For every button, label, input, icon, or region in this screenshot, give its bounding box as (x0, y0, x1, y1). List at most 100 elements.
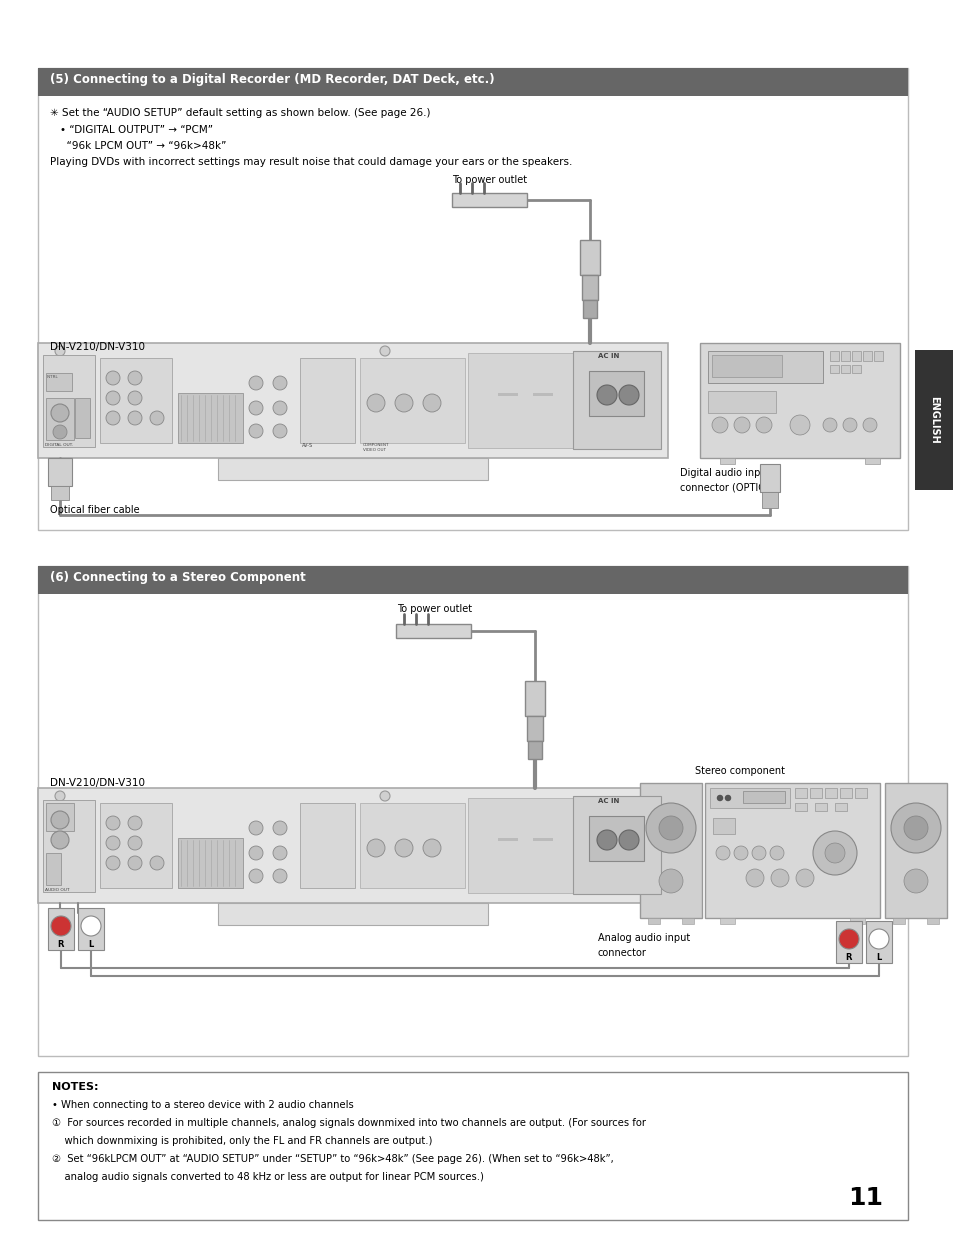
Bar (299, 358, 355, 443)
Text: NOTES:: NOTES: (52, 1082, 98, 1092)
Text: DIGITAL OUT.: DIGITAL OUT. (45, 443, 73, 447)
Circle shape (106, 816, 120, 830)
Bar (824, 788, 836, 798)
Text: ENGLISH: ENGLISH (928, 396, 938, 443)
Bar (526, 716, 542, 741)
Circle shape (733, 846, 747, 860)
Bar (38, 68, 907, 96)
Bar (892, 918, 904, 924)
Bar (38, 1072, 907, 1220)
Circle shape (273, 869, 287, 883)
Bar (711, 354, 781, 377)
Text: Stereo component: Stereo component (695, 766, 784, 776)
Text: 11: 11 (847, 1186, 882, 1210)
Circle shape (55, 790, 65, 802)
Text: “96k LPCM OUT” → “96k>48k”: “96k LPCM OUT” → “96k>48k” (60, 141, 226, 151)
Circle shape (106, 391, 120, 405)
Circle shape (106, 411, 120, 425)
Bar (829, 366, 838, 373)
Text: ✳ Set the “AUDIO SETUP” default setting as shown below. (See page 26.): ✳ Set the “AUDIO SETUP” default setting … (50, 107, 430, 119)
Bar (38, 343, 667, 458)
Bar (100, 803, 172, 888)
Circle shape (249, 401, 263, 415)
Bar (760, 464, 780, 492)
Text: To power outlet: To power outlet (452, 175, 527, 185)
Circle shape (724, 795, 730, 802)
Bar (681, 918, 693, 924)
Circle shape (751, 846, 765, 860)
Bar (395, 624, 471, 638)
Text: VIDEO OUT: VIDEO OUT (363, 448, 386, 452)
Circle shape (795, 869, 813, 887)
Circle shape (597, 830, 617, 850)
Bar (862, 351, 871, 361)
Circle shape (273, 424, 287, 438)
Text: L: L (876, 953, 881, 962)
Text: (6) Connecting to a Stereo Component: (6) Connecting to a Stereo Component (50, 571, 305, 584)
Bar (359, 803, 464, 888)
Bar (78, 908, 104, 950)
Bar (218, 458, 488, 480)
Bar (38, 566, 907, 594)
Bar (851, 366, 861, 373)
Circle shape (128, 836, 142, 850)
Bar (841, 351, 849, 361)
Bar (43, 354, 95, 447)
Circle shape (128, 856, 142, 869)
Bar (926, 918, 938, 924)
Circle shape (716, 846, 729, 860)
Bar (794, 803, 806, 811)
Text: which downmixing is prohibited, only the FL and FR channels are output.): which downmixing is prohibited, only the… (52, 1136, 432, 1146)
Bar (299, 803, 355, 888)
Text: AC IN: AC IN (598, 798, 618, 804)
Circle shape (838, 929, 858, 948)
Bar (707, 391, 775, 412)
Bar (588, 370, 643, 416)
Text: R: R (58, 940, 64, 948)
Text: ②  Set “96kLPCM OUT” at “AUDIO SETUP” under “SETUP” to “96k>48k” (See page 26). : ② Set “96kLPCM OUT” at “AUDIO SETUP” und… (52, 1153, 613, 1165)
Text: AUDIO OUT: AUDIO OUT (45, 888, 70, 892)
Circle shape (367, 394, 385, 412)
Bar (46, 398, 74, 440)
Circle shape (51, 811, 69, 829)
Circle shape (645, 803, 696, 853)
Bar (873, 351, 882, 361)
Bar (46, 853, 61, 885)
Text: • “DIGITAL OUTPUT” → “PCM”: • “DIGITAL OUTPUT” → “PCM” (60, 125, 213, 135)
Bar (581, 275, 598, 300)
Circle shape (711, 417, 727, 433)
Bar (468, 798, 598, 893)
Circle shape (51, 404, 69, 422)
Circle shape (618, 830, 639, 850)
Circle shape (51, 831, 69, 848)
Bar (720, 458, 734, 464)
Bar (854, 788, 866, 798)
Circle shape (53, 425, 67, 438)
Circle shape (51, 916, 71, 936)
Bar (527, 741, 541, 760)
Circle shape (659, 869, 682, 893)
Bar (38, 566, 907, 1056)
Bar (359, 358, 464, 443)
Circle shape (249, 846, 263, 860)
Circle shape (273, 401, 287, 415)
Bar (914, 350, 952, 490)
Bar (533, 393, 553, 396)
Bar (100, 358, 172, 443)
Bar (588, 816, 643, 861)
Bar (533, 839, 553, 841)
Text: (5) Connecting to a Digital Recorder (MD Recorder, DAT Deck, etc.): (5) Connecting to a Digital Recorder (MD… (50, 73, 494, 86)
Circle shape (903, 869, 927, 893)
Text: AC IN: AC IN (598, 353, 618, 359)
Bar (573, 351, 660, 450)
Text: • When connecting to a stereo device with 2 audio channels: • When connecting to a stereo device wit… (52, 1100, 354, 1110)
Bar (497, 839, 517, 841)
Circle shape (618, 385, 639, 405)
Circle shape (770, 869, 788, 887)
Circle shape (128, 411, 142, 425)
Circle shape (379, 346, 390, 356)
Bar (841, 366, 849, 373)
Circle shape (249, 424, 263, 438)
Bar (707, 351, 822, 383)
Bar (48, 908, 74, 950)
